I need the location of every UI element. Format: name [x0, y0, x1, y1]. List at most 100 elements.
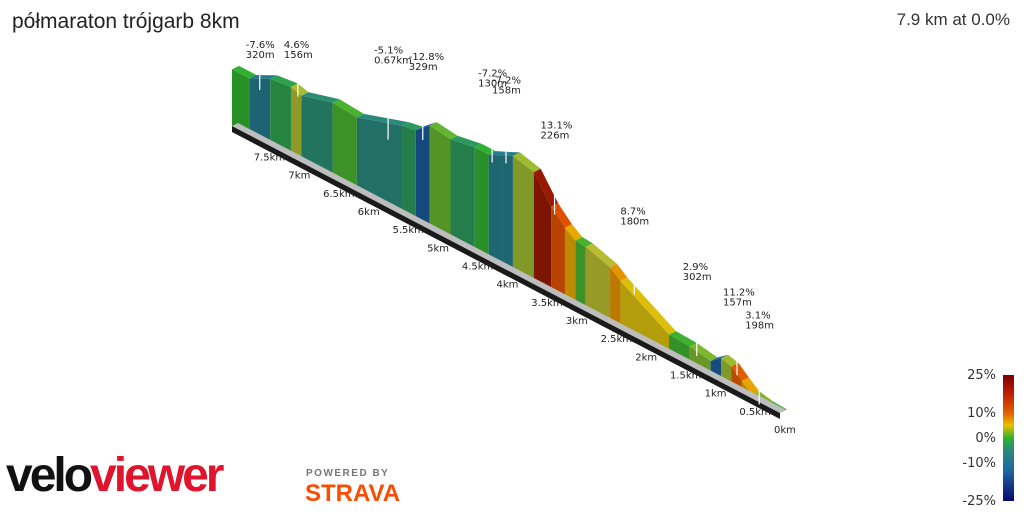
segment-top[interactable]: [474, 143, 496, 155]
color-scale-label: 10%: [967, 406, 996, 421]
color-scale-label: 0%: [975, 431, 996, 446]
segment-wall[interactable]: [249, 78, 271, 146]
segment-wall[interactable]: [502, 155, 513, 274]
segment-wall[interactable]: [551, 206, 565, 301]
callout-length: 158m: [492, 85, 521, 96]
distance-tick-label: 3km: [566, 316, 588, 327]
distance-tick-label: 5.5km: [392, 225, 423, 236]
callout-length: 226m: [541, 130, 570, 141]
segment-top[interactable]: [232, 65, 257, 79]
distance-tick-label: 1.5km: [670, 371, 701, 382]
profile-walls: [232, 65, 787, 413]
color-scale-label: -25%: [962, 494, 996, 509]
callout-grade: -12.8%: [409, 52, 444, 63]
callout-length: 320m: [246, 50, 275, 61]
segment-top[interactable]: [415, 122, 437, 131]
segment-callouts: 3.1%198m 11.2%157m 2.9%302m 8.7%180m 13.1%22…: [246, 40, 774, 405]
segment-top[interactable]: [710, 354, 729, 362]
baseline-top: [232, 123, 786, 413]
distance-tick-label: 2km: [635, 352, 657, 363]
color-scale-label: -10%: [962, 456, 996, 471]
callout-grade: -7.6%: [246, 40, 275, 51]
callout-length: 180m: [620, 216, 649, 227]
segment-top[interactable]: [401, 122, 423, 131]
segment-top[interactable]: [564, 224, 583, 241]
callout-length: 0.67km: [374, 56, 412, 67]
segment-wall[interactable]: [290, 86, 302, 163]
segment-top[interactable]: [270, 75, 298, 87]
segment-top[interactable]: [669, 331, 697, 347]
powered-by-text: POWERED BY: [306, 468, 390, 479]
segment-top[interactable]: [301, 92, 340, 103]
callout-grade: 8.7%: [620, 206, 645, 217]
segment-wall[interactable]: [610, 267, 621, 330]
segment-wall[interactable]: [415, 125, 430, 230]
segment-wall[interactable]: [450, 139, 475, 254]
profile-baseline: [232, 123, 786, 419]
callout-grade: 11.2%: [723, 287, 755, 298]
segment-top[interactable]: [551, 203, 572, 228]
segment-wall[interactable]: [429, 125, 451, 241]
callout-grade: -7.2%: [492, 75, 521, 86]
color-scale-bar: [1003, 375, 1014, 501]
segment-top[interactable]: [575, 237, 593, 247]
segment-wall[interactable]: [474, 147, 489, 261]
segment-wall[interactable]: [301, 95, 333, 179]
segment-wall[interactable]: [356, 117, 402, 216]
distance-tick-label: 0km: [774, 425, 796, 436]
distance-tick-label: 6km: [358, 207, 380, 218]
segment-top[interactable]: [721, 354, 739, 367]
callout-length: 130m: [478, 78, 507, 89]
baseline-edge: [232, 126, 780, 419]
segment-wall[interactable]: [488, 154, 503, 268]
segment-top[interactable]: [429, 122, 458, 140]
distance-tick-label: 7km: [288, 171, 310, 182]
segment-top[interactable]: [332, 99, 364, 118]
callout-grade: -7.2%: [478, 68, 507, 79]
segment-top[interactable]: [356, 113, 409, 126]
distance-tick-label: 0.5km: [739, 407, 770, 418]
segment-top[interactable]: [741, 377, 760, 395]
segment-top[interactable]: [488, 151, 510, 156]
segment-top[interactable]: [450, 135, 482, 148]
segment-top[interactable]: [610, 263, 628, 282]
callout-grade: -5.1%: [374, 46, 403, 57]
distance-tick-label: 7.5km: [254, 153, 285, 164]
distance-tick-label: 4.5km: [462, 262, 493, 273]
segment-wall[interactable]: [401, 125, 416, 223]
distance-tick-label: 3.5km: [531, 298, 562, 309]
segment-top[interactable]: [502, 151, 520, 156]
segment-wall[interactable]: [232, 69, 250, 136]
segment-wall[interactable]: [585, 246, 611, 324]
route-summary: 7.9 km at 0.0%: [896, 10, 1010, 29]
segment-wall[interactable]: [620, 281, 670, 355]
callout-grade: 2.9%: [683, 262, 708, 273]
segment-wall[interactable]: [533, 172, 552, 294]
distance-tick-label: 4km: [497, 280, 519, 291]
veloviewer-logo[interactable]: veloviewer: [6, 449, 224, 502]
segment-wall[interactable]: [332, 102, 357, 192]
color-scale-label: 25%: [967, 368, 996, 383]
segment-top[interactable]: [731, 362, 749, 382]
segment-top[interactable]: [512, 152, 541, 173]
segment-top[interactable]: [290, 83, 309, 96]
callout-length: 156m: [284, 50, 313, 61]
distance-tick-label: 1km: [705, 389, 727, 400]
callout-length: 198m: [745, 320, 774, 331]
segment-wall[interactable]: [270, 78, 291, 157]
segment-top[interactable]: [585, 243, 618, 268]
segment-wall[interactable]: [512, 155, 534, 285]
segment-top[interactable]: [533, 168, 559, 207]
segment-wall[interactable]: [564, 227, 576, 306]
distance-tick-label: 2.5km: [601, 334, 632, 345]
callout-length: 157m: [723, 297, 752, 308]
segment-top[interactable]: [249, 75, 278, 79]
strava-logo[interactable]: STRAVA: [305, 480, 401, 507]
callout-grade: 4.6%: [284, 40, 309, 51]
callout-grade: 13.1%: [541, 120, 573, 131]
segment-wall[interactable]: [575, 240, 586, 312]
page-title: półmaraton trójgarb 8km: [12, 10, 240, 33]
